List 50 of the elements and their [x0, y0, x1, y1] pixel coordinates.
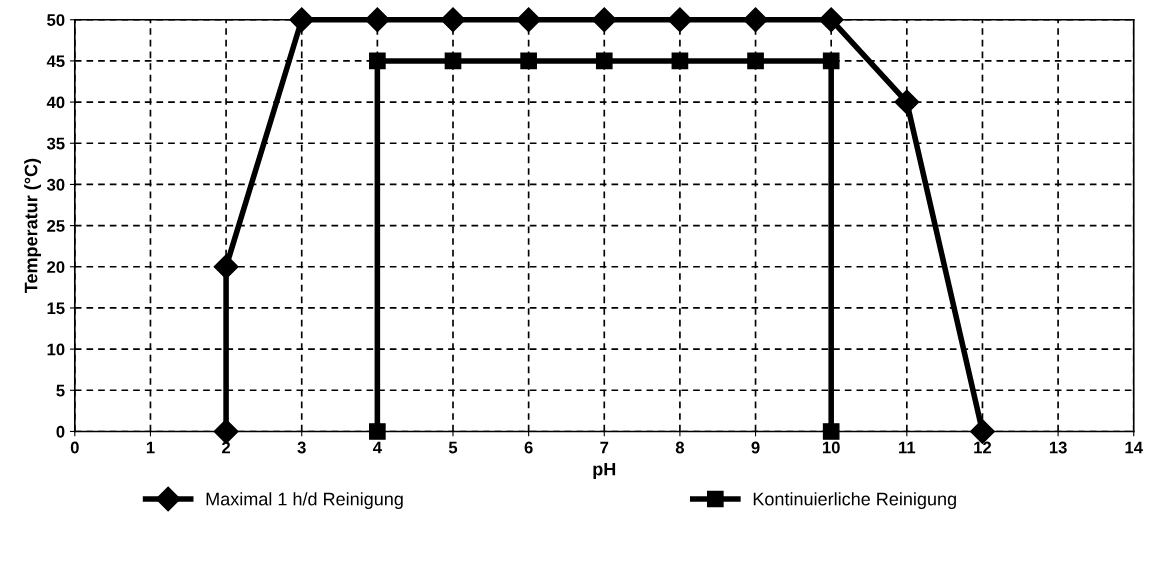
y-tick-label: 40	[46, 96, 65, 109]
y-tick-label: 0	[56, 425, 65, 438]
x-tick-label: 11	[899, 441, 916, 454]
x-axis-title: pH	[593, 462, 616, 480]
point	[822, 52, 840, 70]
point	[822, 423, 840, 440]
point	[894, 89, 920, 115]
point	[520, 52, 537, 70]
x-tick-label: 2	[222, 441, 231, 454]
point	[743, 7, 769, 33]
point	[595, 52, 613, 70]
x-tick-label: 14	[1125, 441, 1143, 454]
y-tick-label: 20	[47, 261, 65, 273]
point	[369, 52, 386, 70]
x-tick-label: 5	[448, 441, 458, 454]
point	[213, 418, 239, 444]
y-tick-label: 5	[56, 384, 65, 397]
x-tick-label: 10	[822, 441, 840, 454]
y-tick-label: 50	[47, 14, 65, 26]
point	[369, 423, 386, 440]
point	[289, 7, 315, 33]
x-tick-label: 12	[974, 441, 992, 454]
y-axis-title: Temperatur (°C)	[24, 158, 41, 294]
y-tick-label: 45	[46, 55, 65, 68]
y-tick-label: 15	[47, 302, 65, 315]
x-tick-label: 1	[146, 441, 155, 454]
point	[440, 7, 466, 33]
x-tick-label: 3	[297, 441, 306, 454]
point	[671, 52, 689, 70]
x-tick-label: 4	[372, 441, 382, 454]
y-tick-label: 25	[47, 220, 65, 232]
point	[213, 254, 239, 280]
point	[591, 7, 617, 33]
legend-label: Kontinuierliche Reinigung	[753, 492, 956, 510]
point	[444, 52, 462, 70]
x-tick-label: 7	[600, 441, 609, 454]
x-tick-label: 8	[675, 441, 685, 454]
point	[667, 7, 693, 33]
point	[364, 7, 390, 33]
x-tick-label: 6	[524, 441, 533, 454]
point	[516, 7, 542, 33]
x-tick-label: 0	[70, 441, 79, 454]
y-tick-label: 30	[46, 178, 65, 191]
x-tick-label: 13	[1049, 441, 1067, 454]
x-tick-label: 9	[751, 441, 760, 454]
y-tick-label: 10	[47, 343, 65, 356]
point	[818, 7, 844, 33]
legend-label: Maximal 1 h/d Reinigung	[206, 492, 403, 510]
point	[747, 52, 764, 70]
y-tick-label: 35	[46, 137, 65, 150]
